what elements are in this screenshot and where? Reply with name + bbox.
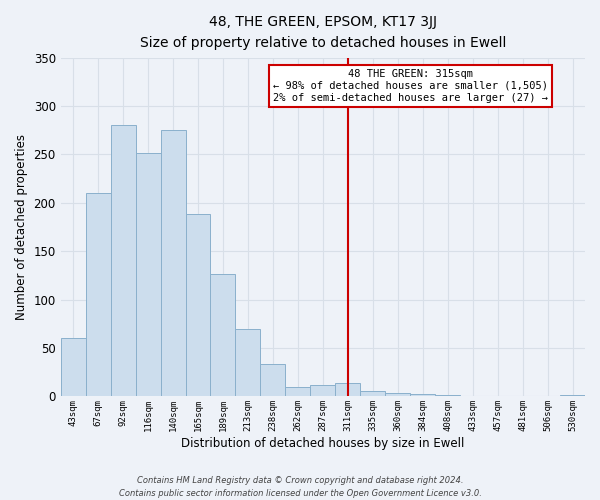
Bar	[410, 394, 435, 396]
Bar	[310, 385, 335, 396]
Bar	[136, 152, 161, 396]
X-axis label: Distribution of detached houses by size in Ewell: Distribution of detached houses by size …	[181, 437, 464, 450]
Bar	[110, 126, 136, 396]
Bar	[61, 338, 86, 396]
Title: 48, THE GREEN, EPSOM, KT17 3JJ
Size of property relative to detached houses in E: 48, THE GREEN, EPSOM, KT17 3JJ Size of p…	[140, 15, 506, 50]
Bar	[260, 364, 286, 396]
Bar	[335, 383, 360, 396]
Y-axis label: Number of detached properties: Number of detached properties	[15, 134, 28, 320]
Text: 48 THE GREEN: 315sqm
← 98% of detached houses are smaller (1,505)
2% of semi-det: 48 THE GREEN: 315sqm ← 98% of detached h…	[273, 70, 548, 102]
Bar	[360, 390, 385, 396]
Text: Contains HM Land Registry data © Crown copyright and database right 2024.
Contai: Contains HM Land Registry data © Crown c…	[119, 476, 481, 498]
Bar	[86, 193, 110, 396]
Bar	[211, 274, 235, 396]
Bar	[286, 386, 310, 396]
Bar	[235, 328, 260, 396]
Bar	[385, 392, 410, 396]
Bar	[161, 130, 185, 396]
Bar	[185, 214, 211, 396]
